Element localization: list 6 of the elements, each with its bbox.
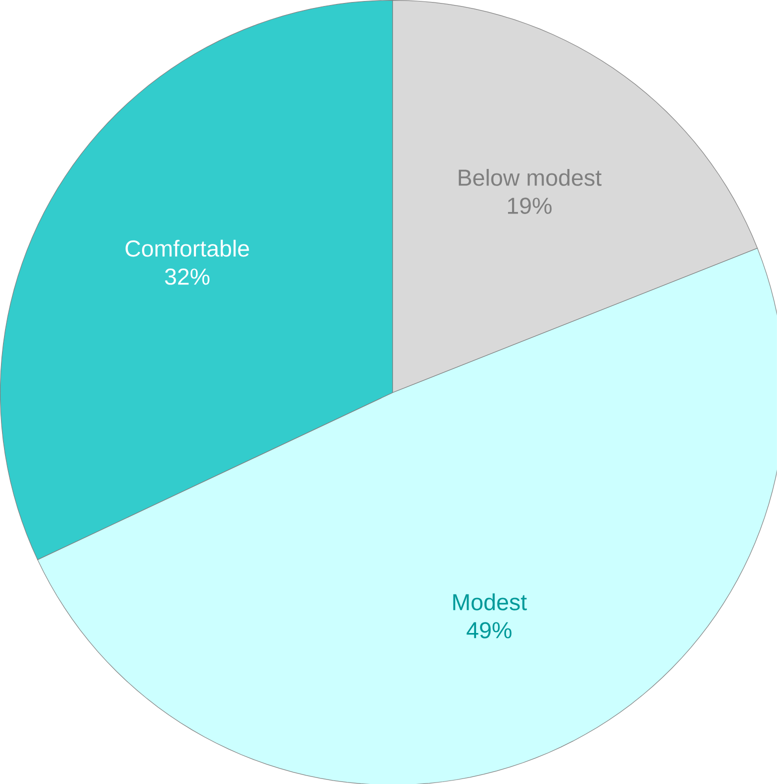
slice-label: Modest [453,593,527,610]
data-label: 32% [165,268,210,285]
data-label: 49% [466,622,512,638]
slice-label: Below modest [458,168,602,186]
slice-label: Comfortable [126,240,250,257]
data-label: 19% [508,198,552,214]
